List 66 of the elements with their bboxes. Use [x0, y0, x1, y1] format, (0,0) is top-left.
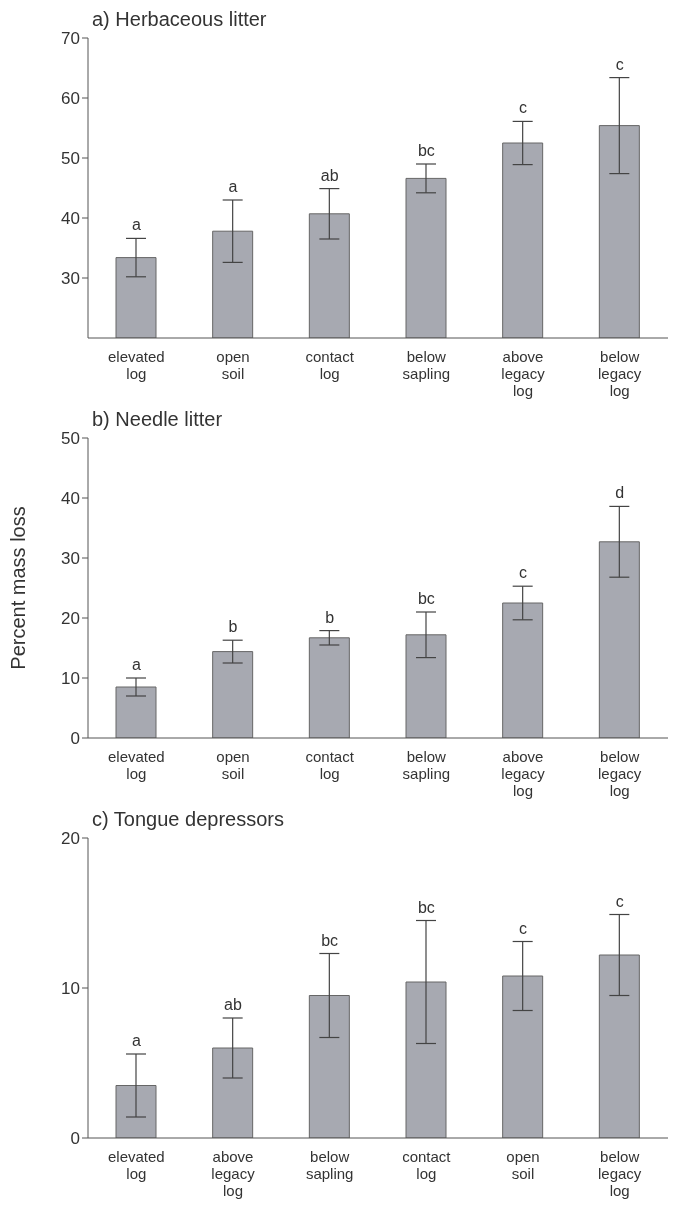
x-tick-label: open soil: [216, 348, 250, 382]
x-tick-label: elevated log: [107, 748, 165, 782]
x-tick-label: above legacy log: [211, 1148, 256, 1199]
x-tick-label: contact log: [305, 348, 355, 382]
y-tick-label: 60: [61, 89, 80, 109]
y-tick-label: 10: [61, 979, 80, 999]
bar: [115, 686, 157, 738]
annotation: c: [615, 55, 624, 73]
bar: [405, 981, 447, 1138]
annotation: a: [131, 1032, 141, 1049]
annotation: a: [228, 178, 238, 195]
x-tick-label: contact log: [305, 748, 355, 782]
x-tick-label: below legacy log: [597, 1148, 642, 1199]
bar: [502, 975, 544, 1138]
chart-title: c) Tongue depressors: [92, 808, 284, 831]
annotation: a: [131, 216, 141, 234]
x-tick-label: below legacy log: [597, 748, 642, 799]
y-tick-label: 50: [61, 429, 80, 449]
annotation: b: [228, 618, 238, 636]
bar: [308, 995, 350, 1138]
bar: [212, 651, 254, 738]
y-tick-label: 30: [61, 269, 80, 289]
y-axis-title: Percent mass loss: [7, 506, 30, 670]
x-tick-label: elevated log: [107, 348, 165, 382]
y-tick-label: 0: [70, 1129, 80, 1149]
bar: [502, 602, 544, 738]
x-tick-label: open soil: [216, 748, 250, 782]
y-tick-label: 30: [61, 549, 80, 569]
annotation: a: [131, 656, 141, 673]
x-tick-label: contact log: [402, 1148, 452, 1182]
y-tick-label: 70: [61, 29, 80, 49]
annotation: bc: [417, 142, 435, 159]
y-tick-label: 40: [61, 489, 80, 509]
chart-title: b) Needle litter: [92, 408, 223, 431]
annotation: ab: [320, 166, 339, 184]
x-tick-label: above legacy log: [501, 348, 546, 399]
y-tick-label: 20: [61, 829, 80, 849]
bar: [405, 634, 447, 738]
bar: [598, 954, 640, 1138]
x-tick-label: elevated log: [107, 1148, 165, 1182]
annotation: c: [519, 919, 527, 937]
y-tick-label: 0: [70, 729, 80, 749]
annotation: d: [615, 484, 625, 502]
x-tick-label: open soil: [506, 1148, 540, 1182]
annotation: bc: [321, 931, 339, 949]
annotation: bc: [417, 590, 435, 607]
annotation: c: [519, 564, 527, 582]
x-tick-label: above legacy log: [501, 748, 546, 799]
y-tick-label: 50: [61, 149, 80, 169]
x-tick-label: below sapling: [402, 748, 451, 782]
annotation: c: [615, 892, 624, 910]
annotation: ab: [224, 996, 242, 1013]
bar: [212, 1047, 254, 1138]
y-tick-label: 10: [61, 669, 80, 689]
x-tick-label: below sapling: [305, 1148, 354, 1182]
annotation: bc: [417, 898, 435, 916]
x-tick-label: below sapling: [402, 348, 451, 382]
x-tick-label: below legacy log: [597, 348, 642, 399]
bar: [598, 541, 640, 738]
annotation: c: [519, 99, 527, 117]
y-tick-label: 20: [61, 609, 80, 629]
annotation: b: [325, 608, 335, 626]
bar: [308, 637, 350, 738]
bar: [115, 1085, 157, 1138]
chart-title: a) Herbaceous litter: [92, 8, 267, 31]
y-tick-label: 40: [61, 209, 80, 229]
